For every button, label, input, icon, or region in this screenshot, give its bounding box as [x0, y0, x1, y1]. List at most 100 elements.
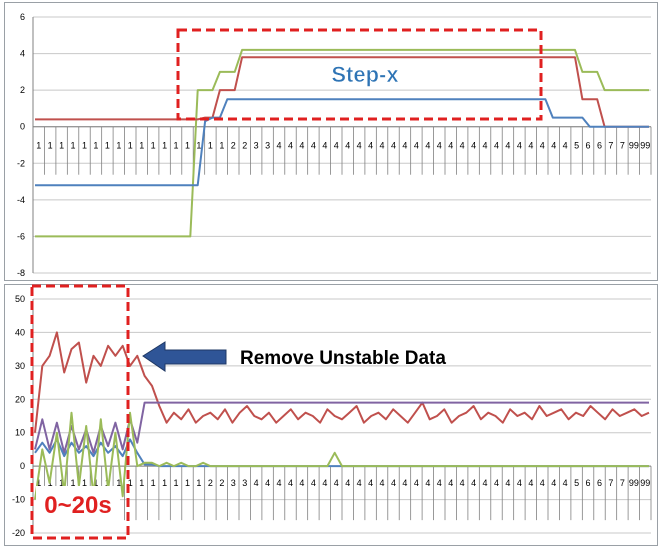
x-tick-label: 99 [640, 141, 650, 151]
x-tick-label: 1 [71, 478, 76, 488]
x-tick-label: 1 [128, 478, 133, 488]
y-tick-label: -2 [17, 158, 25, 168]
x-tick-label: 1 [139, 478, 144, 488]
x-tick-label: 1 [48, 141, 53, 151]
y-tick-label: -8 [17, 268, 25, 278]
series-line-2 [35, 56, 649, 128]
x-tick-label: 7 [608, 478, 613, 488]
x-tick-label: 1 [196, 141, 201, 151]
x-tick-label: 3 [242, 478, 247, 488]
x-tick-label: 3 [231, 478, 236, 488]
x-tick-label: 6 [597, 478, 602, 488]
x-tick-label: 4 [277, 478, 282, 488]
x-tick-label: 3 [254, 141, 259, 151]
x-tick-label: 3 [265, 141, 270, 151]
x-tick-label: 4 [391, 478, 396, 488]
remove-unstable-label: Remove Unstable Data [240, 348, 446, 369]
x-tick-label: 1 [93, 141, 98, 151]
x-tick-label: 1 [174, 478, 179, 488]
x-tick-label: 4 [299, 141, 304, 151]
x-tick-label: 4 [334, 141, 339, 151]
x-tick-label: 1 [139, 141, 144, 151]
x-tick-label: 4 [425, 478, 430, 488]
series-line-1 [35, 48, 649, 238]
y-tick-label: 4 [20, 49, 25, 59]
x-tick-label: 1 [185, 141, 190, 151]
x-tick-label: 2 [231, 141, 236, 151]
x-tick-label: 6 [586, 478, 591, 488]
x-tick-label: 1 [116, 478, 121, 488]
x-tick-label: 4 [345, 141, 350, 151]
x-tick-label: 4 [345, 478, 350, 488]
y-tick-label: 2 [20, 85, 25, 95]
x-tick-label: 1 [162, 478, 167, 488]
x-tick-label: 4 [483, 141, 488, 151]
x-tick-label: 4 [505, 141, 510, 151]
x-tick-label: 7 [620, 478, 625, 488]
x-tick-label: 4 [517, 478, 522, 488]
x-tick-label: 1 [208, 141, 213, 151]
x-tick-label: 1 [82, 478, 87, 488]
x-tick-label: 4 [357, 141, 362, 151]
x-tick-label: 4 [460, 478, 465, 488]
x-tick-label: 4 [402, 141, 407, 151]
step-highlight-box [176, 28, 543, 121]
y-tick-label: 40 [15, 327, 25, 337]
x-tick-label: 1 [59, 478, 64, 488]
x-tick-label: 2 [242, 141, 247, 151]
x-tick-label: 7 [620, 141, 625, 151]
x-tick-label: 99 [629, 478, 639, 488]
series-line-2 [34, 401, 649, 454]
x-tick-label: 1 [151, 478, 156, 488]
series-line-1 [34, 331, 650, 433]
x-tick-label: 1 [71, 141, 76, 151]
x-tick-label: 4 [402, 478, 407, 488]
top-chart-panel: 6 4 2 0 -2 -4 -6 -8 1 1 1 1 1 1 1 1 1 1 1 1 1 1 1 1 1 2 2 3 3 4 4 4 4 4 4 4… [4, 2, 658, 281]
x-tick-label: 4 [322, 478, 327, 488]
x-tick-label: 4 [368, 478, 373, 488]
x-tick-label: 1 [116, 141, 121, 151]
x-tick-label: 4 [448, 141, 453, 151]
x-tick-label: 6 [597, 141, 602, 151]
x-tick-label: 1 [185, 478, 190, 488]
left-arrow-icon [142, 341, 227, 372]
series-line-3 [35, 98, 649, 187]
x-tick-label: 5 [574, 478, 579, 488]
x-tick-label: 1 [174, 141, 179, 151]
bottom-chart-panel: 50 40 30 20 10 0 -10 -20 1 1 1 1 1 1 1 1 1 1 1 1 1 1 1 2 2 3 3 4 4 4 4… [4, 284, 658, 546]
x-tick-label: 4 [311, 141, 316, 151]
x-tick-label: 4 [483, 478, 488, 488]
x-tick-label: 1 [162, 141, 167, 151]
x-tick-label: 4 [357, 478, 362, 488]
x-tick-label: 4 [551, 478, 556, 488]
x-tick-label: 2 [208, 478, 213, 488]
x-tick-label: 4 [528, 478, 533, 488]
x-tick-label: 4 [391, 141, 396, 151]
x-tick-label: 4 [311, 478, 316, 488]
x-tick-label: 1 [36, 141, 41, 151]
time-label-background [36, 486, 120, 522]
y-tick-label: 20 [15, 394, 25, 404]
x-tick-label: 1 [128, 141, 133, 151]
x-tick-label: 4 [551, 141, 556, 151]
x-tick-label: 7 [608, 141, 613, 151]
y-tick-label: 50 [15, 294, 25, 304]
x-tick-label: 4 [299, 478, 304, 488]
time-label: 0~20s [44, 492, 111, 519]
x-tick-label: 4 [254, 478, 259, 488]
x-tick-label: 4 [460, 141, 465, 151]
x-tick-label: 4 [471, 478, 476, 488]
x-tick-label: 4 [288, 478, 293, 488]
x-tick-label: 4 [414, 141, 419, 151]
x-tick-label: 4 [471, 141, 476, 151]
y-tick-label: 6 [20, 12, 25, 22]
x-tick-label: 1 [59, 141, 64, 151]
x-tick-label: 4 [414, 478, 419, 488]
y-tick-label: 10 [15, 428, 25, 438]
x-tick-label: 4 [265, 478, 270, 488]
x-tick-label: 99 [640, 478, 650, 488]
x-tick-label: 1 [105, 141, 110, 151]
y-tick-label: -20 [12, 528, 25, 538]
x-tick-label: 4 [425, 141, 430, 151]
